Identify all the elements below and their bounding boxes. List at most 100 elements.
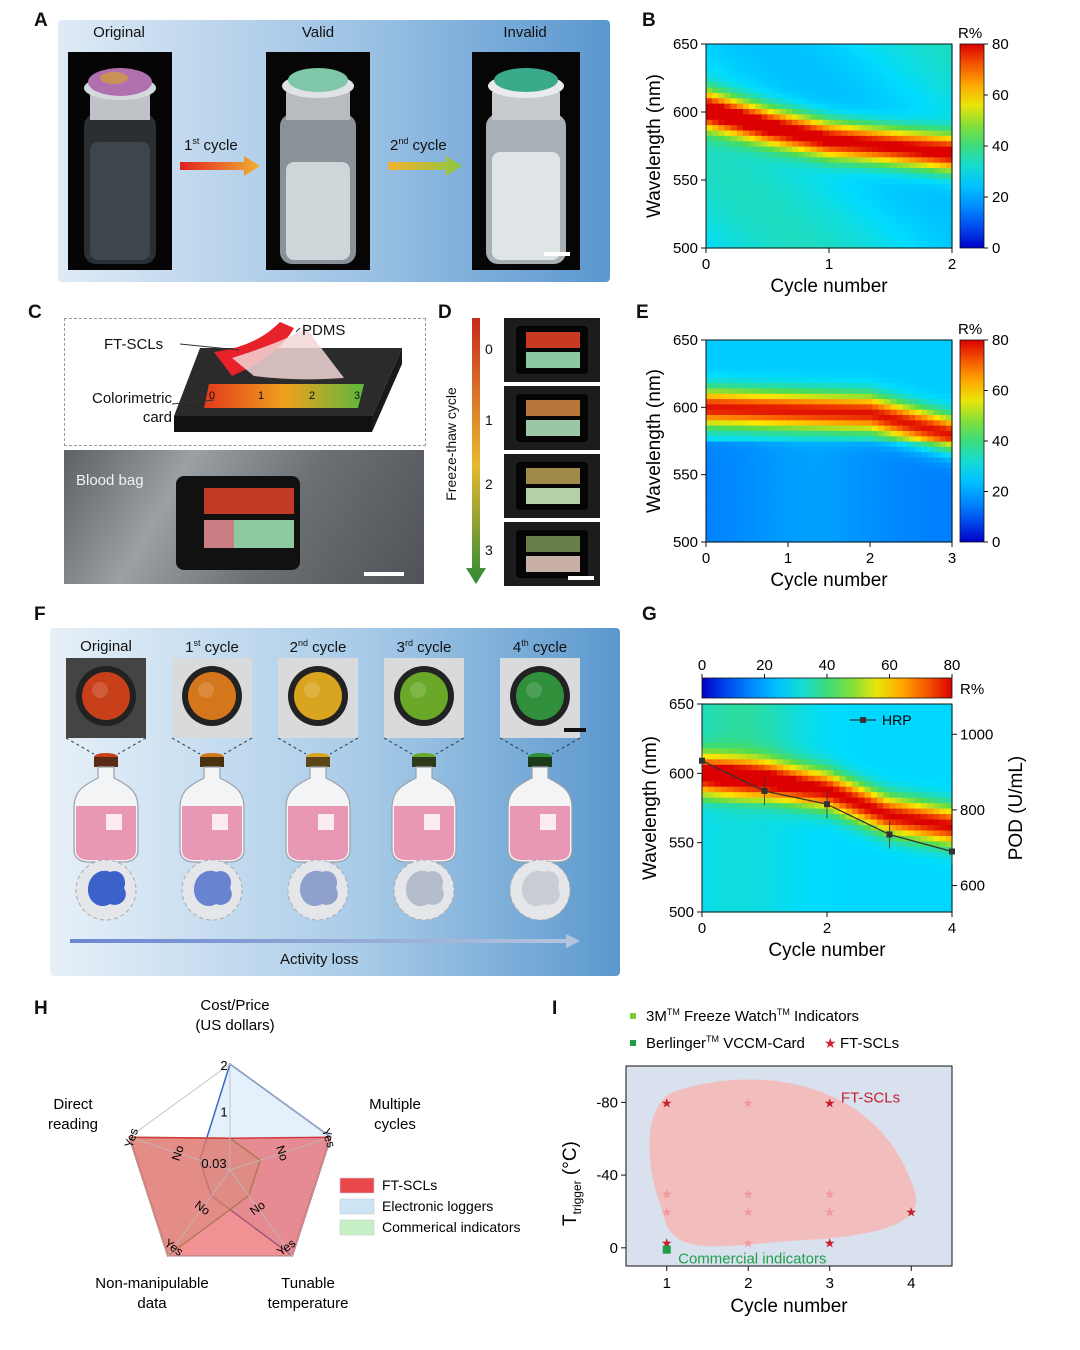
heatmap-cell: [755, 419, 762, 426]
heatmap-cell: [724, 76, 732, 83]
heatmap-cell: [708, 857, 716, 864]
heatmap-cell: [896, 146, 904, 152]
heatmap-cell: [816, 350, 824, 357]
heatmap-cell: [896, 60, 904, 67]
heatmap-cell: [927, 135, 935, 142]
heatmap-cell: [736, 108, 744, 115]
heatmap-cell: [908, 70, 916, 77]
heatmap-cell: [839, 851, 847, 858]
heatmap-cell: [779, 371, 787, 378]
heatmap-cell: [877, 753, 884, 760]
heatmap-cell: [708, 862, 716, 869]
heatmap-cell: [802, 808, 809, 815]
heatmap-cell: [884, 108, 892, 115]
heatmap-cell: [770, 769, 778, 776]
heatmap-cell: [795, 797, 803, 804]
heatmap-cell: [921, 199, 928, 206]
heatmap-cell: [720, 840, 728, 847]
heatmap-cell: [714, 714, 722, 722]
heatmap-cell: [724, 483, 732, 490]
cap-photo: [172, 658, 252, 738]
heatmap-cell: [814, 890, 822, 897]
legend-label: Commerical indicators: [382, 1219, 520, 1235]
heatmap-cell: [779, 81, 787, 88]
heatmap-cell: [872, 124, 879, 131]
heatmap-cell: [902, 753, 909, 760]
heatmap-cell: [798, 172, 805, 179]
radar-tick-label: 2: [220, 1058, 227, 1073]
heatmap-cell: [814, 818, 822, 826]
heatmap-cell: [730, 483, 738, 490]
heatmap-cell: [847, 536, 855, 543]
heatmap-cell: [736, 103, 744, 110]
heatmap-cell: [779, 242, 787, 249]
heatmap-cell: [915, 108, 922, 115]
heatmap-cell: [829, 242, 836, 249]
heatmap-cell: [890, 425, 898, 431]
heatmap-cell: [896, 478, 904, 485]
heatmap-cell: [921, 499, 928, 506]
heatmap-cell: [883, 862, 891, 869]
card-photo-cycle-0: [504, 318, 600, 382]
heatmap-cell: [730, 242, 738, 249]
heatmap-cell: [767, 44, 775, 50]
heatmap-cell: [853, 382, 861, 389]
heatmap-cell: [865, 419, 873, 426]
heatmap-cell: [773, 499, 781, 506]
heatmap-cell: [921, 151, 928, 158]
heatmap-cell: [798, 387, 805, 394]
vial-illustration: [383, 658, 465, 921]
heatmap-cell: [718, 113, 726, 120]
heatmap-cell: [878, 119, 885, 126]
heatmap-cell: [712, 215, 719, 222]
heatmap-cell: [915, 472, 922, 479]
heatmap-cell: [736, 129, 744, 136]
heatmap-cell: [761, 382, 769, 389]
heatmap-cell: [833, 736, 841, 743]
heatmap-cell: [792, 520, 799, 527]
heatmap-cell: [884, 237, 892, 244]
heatmap-cell: [810, 194, 818, 201]
heatmap-cell: [864, 742, 872, 749]
heatmap-cell: [822, 345, 830, 352]
heatmap-cell: [895, 906, 903, 913]
heatmap-cell: [833, 753, 841, 760]
heatmap-cell: [921, 520, 928, 527]
heatmap-cell: [833, 857, 841, 864]
heatmap-cell: [933, 769, 941, 776]
heatmap-cell: [859, 215, 867, 222]
heatmap-cell: [896, 221, 904, 228]
heatmap-cell: [730, 531, 738, 538]
heatmap-cell: [859, 44, 867, 50]
heatmap-cell: [792, 92, 799, 99]
heatmap-cell: [859, 103, 867, 110]
heatmap-cell: [827, 747, 834, 754]
heatmap-cell: [883, 780, 891, 787]
heatmap-cell: [833, 725, 841, 732]
heatmap-cell: [727, 857, 734, 864]
heatmap-cell: [752, 835, 759, 842]
heatmap-cell: [902, 377, 910, 384]
heatmap-cell: [720, 764, 728, 771]
heatmap-cell: [814, 704, 822, 711]
heatmap-cell: [742, 515, 750, 522]
heatmap-cell: [865, 393, 873, 400]
heatmap-cell: [945, 92, 953, 99]
heatmap-cell: [820, 704, 828, 711]
heatmap-cell: [749, 371, 756, 378]
heatmap-cell: [835, 76, 842, 83]
cap-photo-highlight: [526, 682, 542, 698]
panel-label-a: A: [34, 10, 48, 31]
vial-illustration: [277, 658, 359, 921]
heatmap-cell: [785, 403, 793, 410]
heatmap-cell: [896, 194, 904, 201]
heatmap-cell: [798, 194, 805, 201]
heatmap-cell: [814, 857, 822, 864]
heatmap-cell: [889, 873, 897, 880]
heatmap-cell: [945, 884, 953, 891]
heatmap-cell: [865, 215, 873, 222]
heatmap-cell: [739, 731, 747, 738]
heatmap-cell: [785, 70, 793, 77]
heatmap-cell: [878, 178, 885, 185]
heatmap-cell: [877, 775, 884, 782]
